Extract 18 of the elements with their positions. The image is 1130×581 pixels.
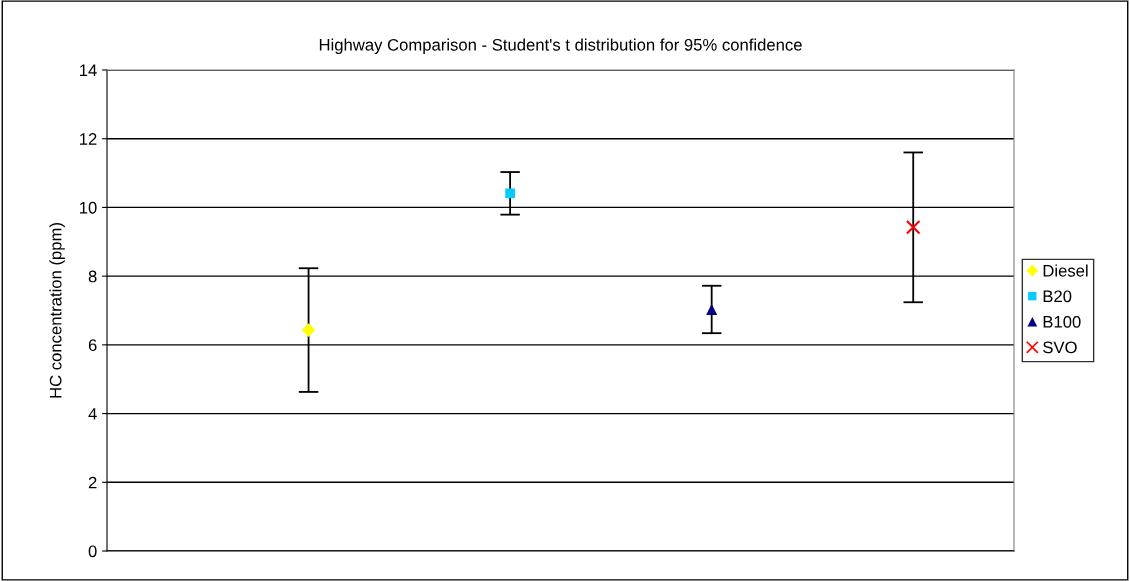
y-tick-label: 14 [80, 64, 97, 77]
y-tick-label: 10 [80, 201, 97, 214]
y-tick-label: 4 [88, 408, 97, 420]
legend-label: B20 [1043, 290, 1072, 303]
point [905, 220, 921, 235]
legend-label: B100 [1043, 315, 1081, 328]
y-tick-label: 8 [88, 270, 97, 283]
point [505, 188, 515, 199]
point [301, 323, 316, 337]
y-tick-label: 12 [80, 133, 97, 145]
legend-label: Diesel [1043, 264, 1088, 277]
legend-label: SVO [1043, 341, 1077, 354]
y-axis-title: HC concentration (ppm) [49, 223, 65, 398]
point [706, 303, 718, 316]
y-tick-label: 2 [88, 476, 97, 489]
y-tick-label: 6 [88, 339, 97, 352]
y-tick-label: 0 [88, 545, 97, 558]
chart-title: Highway Comparison - Student's t distribution for 95% confidence [319, 38, 802, 55]
